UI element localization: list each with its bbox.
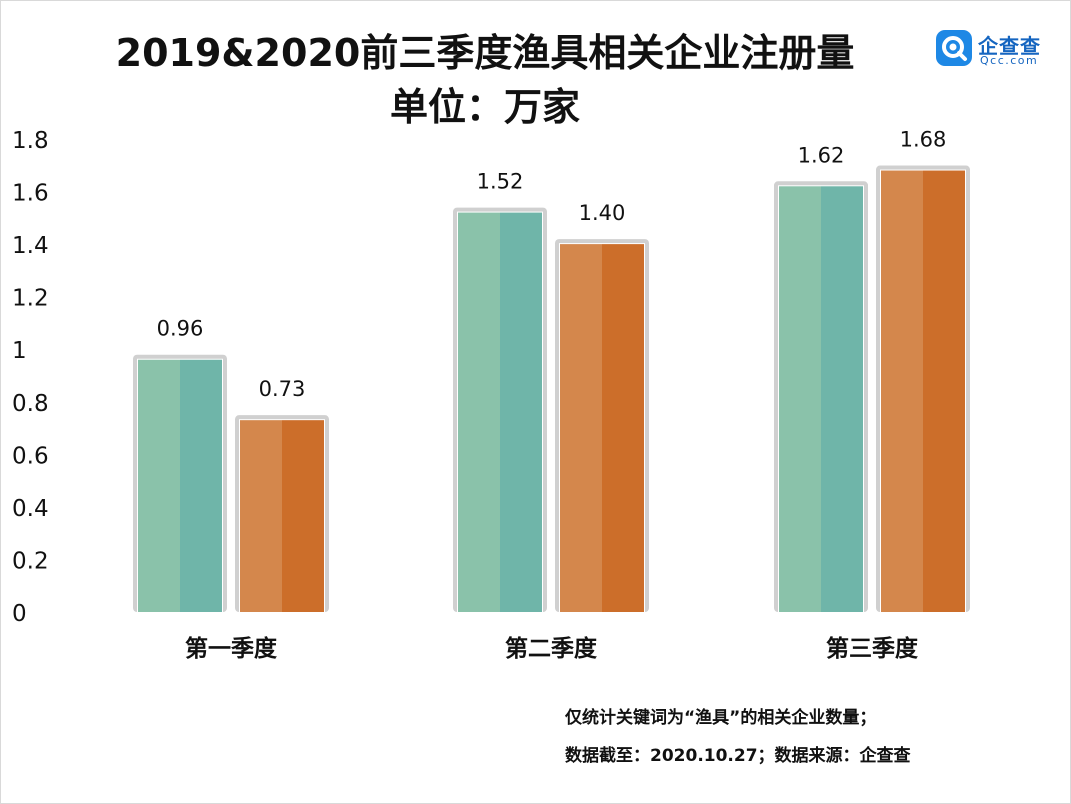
x-category-label: 第一季度 (185, 635, 278, 662)
qcc-logo-url: Qcc.com (980, 54, 1039, 67)
bar-left-half (458, 212, 500, 613)
qcc-logo-icon (936, 30, 972, 66)
x-category-label: 第三季度 (826, 635, 919, 662)
qcc-logo-name: 企查查 (978, 34, 1041, 58)
bar-right-half (180, 359, 222, 612)
bar-right-half (282, 420, 324, 612)
footnote-source: 数据截至：2020.10.27；数据来源：企查查 (565, 746, 911, 766)
bar-value-label: 1.62 (798, 143, 845, 167)
bar-left-half (138, 359, 180, 612)
y-tick-label: 0.2 (12, 548, 49, 574)
bar-right-half (602, 244, 644, 612)
y-tick-label: 0.4 (12, 496, 49, 522)
y-tick-label: 0.8 (12, 391, 49, 417)
bar-value-label: 0.73 (259, 377, 306, 401)
bar-left-half (240, 420, 282, 612)
bar-value-label: 1.52 (477, 170, 524, 194)
chart-unit-subtitle: 单位：万家 (389, 85, 580, 129)
y-tick-label: 1 (12, 338, 27, 364)
bar-right-half (500, 212, 542, 613)
bar-value-label: 1.40 (579, 201, 626, 225)
bar-left-half (779, 186, 821, 613)
bar-value-label: 1.68 (900, 128, 947, 152)
bar-right-half (923, 170, 965, 613)
chart-title: 2019&2020前三季度渔具相关企业注册量 (115, 31, 855, 75)
y-tick-label: 0 (12, 601, 27, 627)
bar-left-half (560, 244, 602, 612)
qcc-logo: 企查查 Qcc.com (936, 30, 1046, 70)
y-tick-label: 1.4 (12, 233, 49, 259)
y-tick-label: 1.2 (12, 286, 49, 312)
y-tick-label: 1.8 (12, 128, 49, 154)
x-category-label: 第二季度 (505, 635, 598, 662)
bar-left-half (881, 170, 923, 613)
footnote-scope: 仅统计关键词为“渔具”的相关企业数量； (565, 708, 877, 728)
y-tick-label: 1.6 (12, 181, 49, 207)
bar-value-label: 0.96 (157, 317, 204, 341)
bar-right-half (821, 186, 863, 613)
y-tick-label: 0.6 (12, 443, 49, 469)
